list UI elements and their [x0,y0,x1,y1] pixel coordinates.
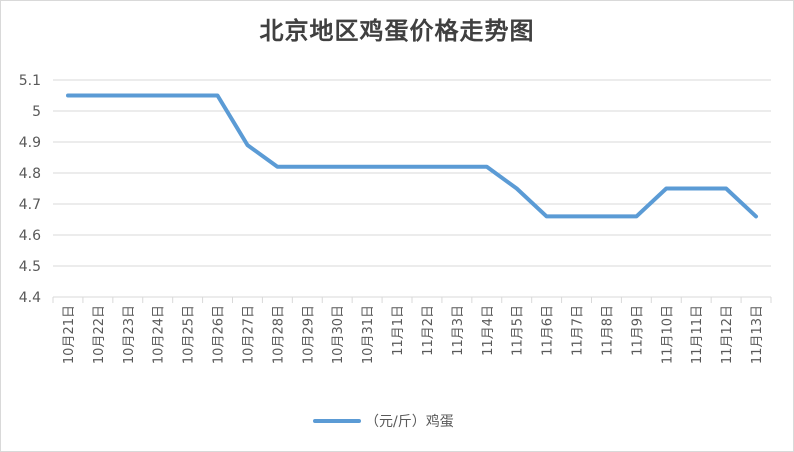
x-tick-label: 11月8日 [600,305,615,356]
series-line [66,93,758,219]
y-tick-label: 4.7 [19,197,41,213]
x-tick-label: 10月25日 [182,305,197,364]
x-tick-label: 10月22日 [92,305,107,364]
x-tick-label: 10月23日 [122,305,137,364]
y-tick-label: 5 [32,104,41,120]
x-tick-label: 10月27日 [241,305,256,364]
legend-label: （元/斤）鸡蛋 [365,413,454,430]
x-tick-label: 11月13日 [750,305,765,364]
y-tick-label: 4.4 [19,290,41,306]
x-tick-label: 11月3日 [451,305,466,356]
x-tick-label: 10月30日 [331,305,346,364]
x-tick-label: 10月28日 [271,305,286,364]
x-tick-label: 10月21日 [62,305,77,364]
chart-title: 北京地区鸡蛋价格走势图 [259,16,535,45]
x-tick-label: 10月24日 [152,305,167,364]
x-tick-label: 11月2日 [421,305,436,356]
x-tick-label: 11月1日 [391,305,406,356]
x-tick-label: 10月29日 [301,305,316,364]
x-tick-label: 10月26日 [212,305,227,364]
y-tick-label: 4.8 [19,166,41,182]
x-tick-label: 11月7日 [571,305,586,356]
x-tick-label: 11月10日 [660,305,675,364]
x-tick-label: 11月6日 [541,305,556,356]
x-tick-label: 11月5日 [511,305,526,356]
y-tick-label: 4.9 [19,135,41,151]
x-tick-label: 11月9日 [630,305,645,356]
y-tick-label: 4.5 [19,259,41,275]
x-tick-label: 10月31日 [361,305,376,364]
y-tick-label: 5.1 [19,73,41,89]
x-tick-label: 11月11日 [690,305,705,364]
x-tick-label: 11月12日 [720,305,735,364]
y-tick-label: 4.6 [19,228,41,244]
x-tick-label: 11月4日 [481,305,496,356]
